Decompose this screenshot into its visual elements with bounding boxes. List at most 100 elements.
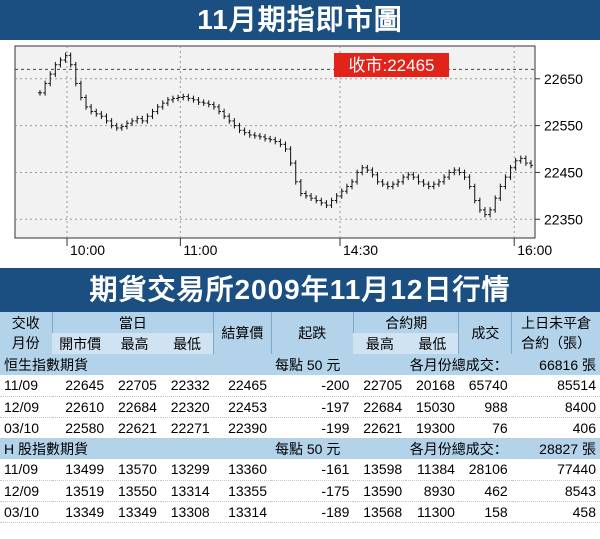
table-cell: 22320 [160, 396, 214, 418]
header-volume: 成交 [458, 312, 512, 354]
header-change: 起跌 [270, 312, 354, 354]
table-cell: 76 [458, 417, 512, 439]
table-cell: 13519 [52, 480, 109, 502]
table-cell: 13314 [213, 501, 271, 523]
table-cell: 13499 [52, 459, 109, 481]
table-cell: 8930 [406, 480, 459, 502]
market-table: 交收 月份 當日 結算價 起跌 合約期 成交 上日未平倉 合約（張） 開市價 最高 … [0, 312, 600, 523]
table-cell: 77440 [511, 459, 600, 481]
table-cell: 8543 [511, 480, 600, 502]
x-tick-label: 14:30 [343, 242, 378, 258]
table-row: 11/09 22645 22705 22332 22465 -200 22705 20168 6… [0, 375, 600, 397]
table-cell: 13308 [160, 501, 214, 523]
header-settle: 結算價 [213, 312, 271, 354]
table-cell: -189 [271, 501, 354, 523]
section-per-point: 每點 50 元 [271, 438, 354, 459]
header-month: 交收 月份 [0, 312, 52, 354]
table-cell: 13590 [353, 480, 407, 502]
section-total-value: 66816 張 [511, 354, 600, 375]
table-cell: 8400 [511, 396, 600, 418]
table-cell: 462 [458, 480, 512, 502]
table-cell: 03/10 [0, 501, 52, 523]
table-cell: 11/09 [0, 375, 52, 397]
chart-title: 11月期指即市圖 [0, 0, 600, 40]
table-body: 恒生指數期貨 每點 50 元各月份總成交： 66816 張 11/09 22645 227… [0, 354, 600, 523]
x-tick-label: 11:00 [183, 242, 217, 258]
table-cell: 22621 [108, 417, 161, 439]
header-contract: 合約期 [352, 312, 459, 333]
table-row: 11/09 13499 13570 13299 13360 -161 13598 11384 2… [0, 459, 600, 481]
table-cell: 22705 [353, 375, 407, 397]
table-row: 12/09 22610 22684 22320 22453 -197 22684 15030 9… [0, 396, 600, 418]
section-total-label: 各月份總成交： [353, 354, 512, 375]
table-subheader-row: 開市價 最高 最低 最高 最低 [0, 333, 600, 354]
section-name: 恒生指數期貨 [0, 354, 271, 375]
table-cell: 13299 [160, 459, 214, 481]
table-cell: 22580 [52, 417, 109, 439]
table-cell: 13355 [213, 480, 271, 502]
table-cell: 22465 [213, 375, 271, 397]
table-row: 03/10 22580 22621 22271 22390 -199 22621 19300 7… [0, 417, 600, 439]
close-label-box [334, 53, 449, 77]
y-tick-label: 22350 [544, 211, 583, 227]
table-cell: -200 [271, 375, 354, 397]
header-open: 開市價 [52, 333, 109, 354]
header-contract-high: 最高 [353, 333, 407, 354]
section-total-value: 28827 張 [511, 438, 600, 459]
market-title: 期貨交易所2009年11月12日行情 [0, 268, 600, 312]
header-open-interest: 上日未平倉 合約（張） [511, 312, 600, 354]
section-per-point: 每點 50 元 [271, 354, 354, 375]
table-cell: 15030 [406, 396, 459, 418]
table-row: 03/10 13349 13349 13308 13314 -189 13568 11300 1… [0, 501, 600, 523]
y-tick-label: 22450 [544, 164, 583, 180]
table-cell: 13360 [213, 459, 271, 481]
section-total-label: 各月份總成交： [353, 438, 512, 459]
table-cell: 11384 [406, 459, 459, 481]
table-cell: 22684 [108, 396, 161, 418]
section-name: H 股指數期貨 [0, 438, 271, 459]
table-cell: 03/10 [0, 417, 52, 439]
table-cell: 13550 [108, 480, 161, 502]
table-cell: 20168 [406, 375, 459, 397]
table-row: 12/09 13519 13550 13314 13355 -175 13590 8930 46… [0, 480, 600, 502]
table-cell: 19300 [406, 417, 459, 439]
header-today: 當日 [51, 312, 214, 333]
x-tick-label: 16:00 [517, 242, 552, 258]
table-cell: 22705 [108, 375, 161, 397]
table-cell: 458 [511, 501, 600, 523]
header-contract-low: 最低 [406, 333, 459, 354]
table-cell: 22332 [160, 375, 214, 397]
table-cell: 22390 [213, 417, 271, 439]
close-label: 收市:22465 [349, 56, 435, 75]
header-low: 最低 [160, 333, 214, 354]
table-cell: 28106 [458, 459, 512, 481]
table-cell: -197 [271, 396, 354, 418]
table-cell: 13598 [353, 459, 407, 481]
table-cell: 13349 [52, 501, 109, 523]
header-high: 最高 [108, 333, 161, 354]
table-cell: 13568 [353, 501, 407, 523]
table-cell: 11300 [406, 501, 459, 523]
section-row: H 股指數期貨 每點 50 元各月份總成交： 28827 張 [0, 438, 600, 459]
table-header-row: 交收 月份 當日 結算價 起跌 合約期 成交 上日未平倉 合約（張） [0, 312, 600, 354]
section-row: 恒生指數期貨 每點 50 元各月份總成交： 66816 張 [0, 354, 600, 375]
table-cell: 22684 [353, 396, 407, 418]
y-tick-label: 22650 [544, 71, 583, 87]
table-cell: -199 [271, 417, 354, 439]
table-cell: 85514 [511, 375, 600, 397]
table-cell: 13570 [108, 459, 161, 481]
table-cell: 12/09 [0, 480, 52, 502]
table-cell: 11/09 [0, 459, 52, 481]
y-tick-label: 22550 [544, 118, 583, 134]
table-cell: 988 [458, 396, 512, 418]
table-cell: 406 [511, 417, 600, 439]
intraday-chart: 22650 22550 22450 22350 10:00 11:00 14:30 16:00… [0, 40, 600, 268]
table-cell: 22610 [52, 396, 109, 418]
table-cell: 65740 [458, 375, 512, 397]
x-tick-label: 10:00 [70, 242, 105, 258]
table-cell: 22453 [213, 396, 271, 418]
table-cell: 22645 [52, 375, 109, 397]
table-cell: 13314 [160, 480, 214, 502]
table-cell: 13349 [108, 501, 161, 523]
table-cell: -161 [271, 459, 354, 481]
